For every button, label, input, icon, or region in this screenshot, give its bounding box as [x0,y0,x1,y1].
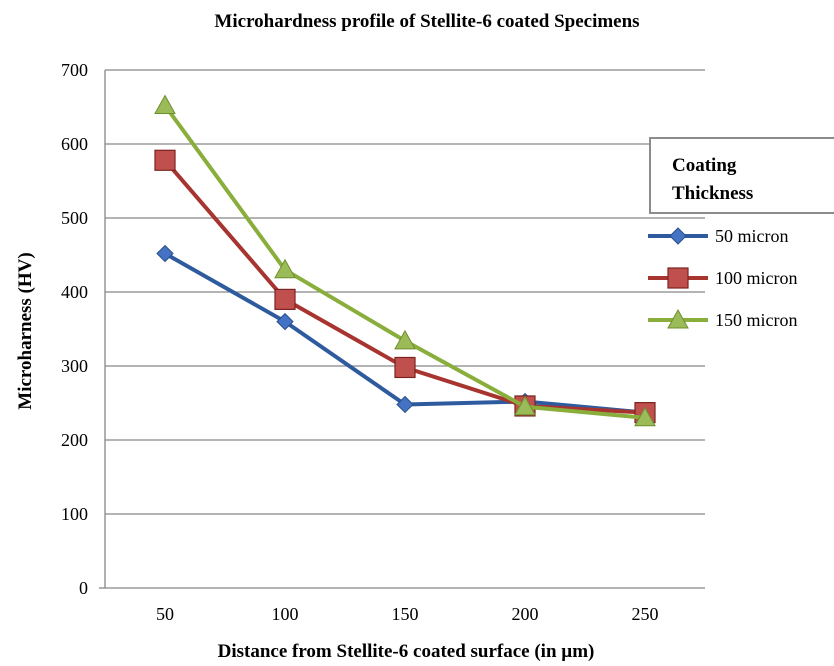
legend-label-1: 100 micron [715,268,798,288]
series-150-micron [154,94,656,427]
data-point-1-0 [154,149,176,171]
legend-title-box [649,137,834,214]
y-tick-label-600: 600 [61,134,88,154]
data-point-0-0 [156,244,174,263]
x-axis-title: Distance from Stellite-6 coated surface … [218,641,595,662]
x-tick-label-250: 250 [632,604,659,624]
legend: Coating Thickness 50 micron 100 micron 150… [648,137,834,330]
y-tick-label-300: 300 [61,356,88,376]
x-tick-label-100: 100 [272,604,299,624]
legend-label-2: 150 micron [715,310,798,330]
data-point-1-1 [274,288,296,310]
y-tick-label-200: 200 [61,430,88,450]
legend-label-0: 50 micron [715,226,789,246]
legend-item-0: 50 micron [648,226,789,246]
legend-title-line-2: Thickness [672,183,753,204]
y-tick-label-400: 400 [61,282,88,302]
x-tick-label-200: 200 [512,604,539,624]
data-point-0-1 [276,312,294,331]
x-tick-label-150: 150 [392,604,419,624]
y-axis-title: Microharness (HV) [15,252,36,409]
x-tick-label-50: 50 [156,604,174,624]
data-point-2-3 [514,395,536,416]
axes [99,70,705,589]
legend-swatch-marker-1 [667,267,689,289]
legend-item-1: 100 micron [648,267,798,289]
data-point-1-2 [394,356,416,379]
legend-title-line-1: Coating [672,155,737,176]
y-tick-label-500: 500 [61,208,88,228]
y-tick-labels: 0 100 200 300 400 500 600 700 [61,60,88,598]
y-tick-label-0: 0 [79,578,88,598]
data-point-2-2 [394,329,416,350]
x-tick-labels: 50 100 150 200 250 [156,604,659,624]
gridlines [105,69,705,515]
data-point-2-1 [274,258,296,279]
legend-items: 50 micron 100 micron 150 micron [648,226,798,330]
legend-swatch-marker-0 [669,227,687,245]
data-point-2-0 [154,94,176,115]
data-point-2-4 [634,406,656,427]
legend-item-2: 150 micron [648,308,798,330]
data-point-0-2 [396,395,414,414]
legend-swatch-marker-2 [667,308,689,329]
y-tick-label-700: 700 [61,60,88,80]
y-tick-label-100: 100 [61,504,88,524]
chart-title: Microhardness profile of Stellite-6 coat… [214,11,639,32]
series-lines [154,94,656,427]
